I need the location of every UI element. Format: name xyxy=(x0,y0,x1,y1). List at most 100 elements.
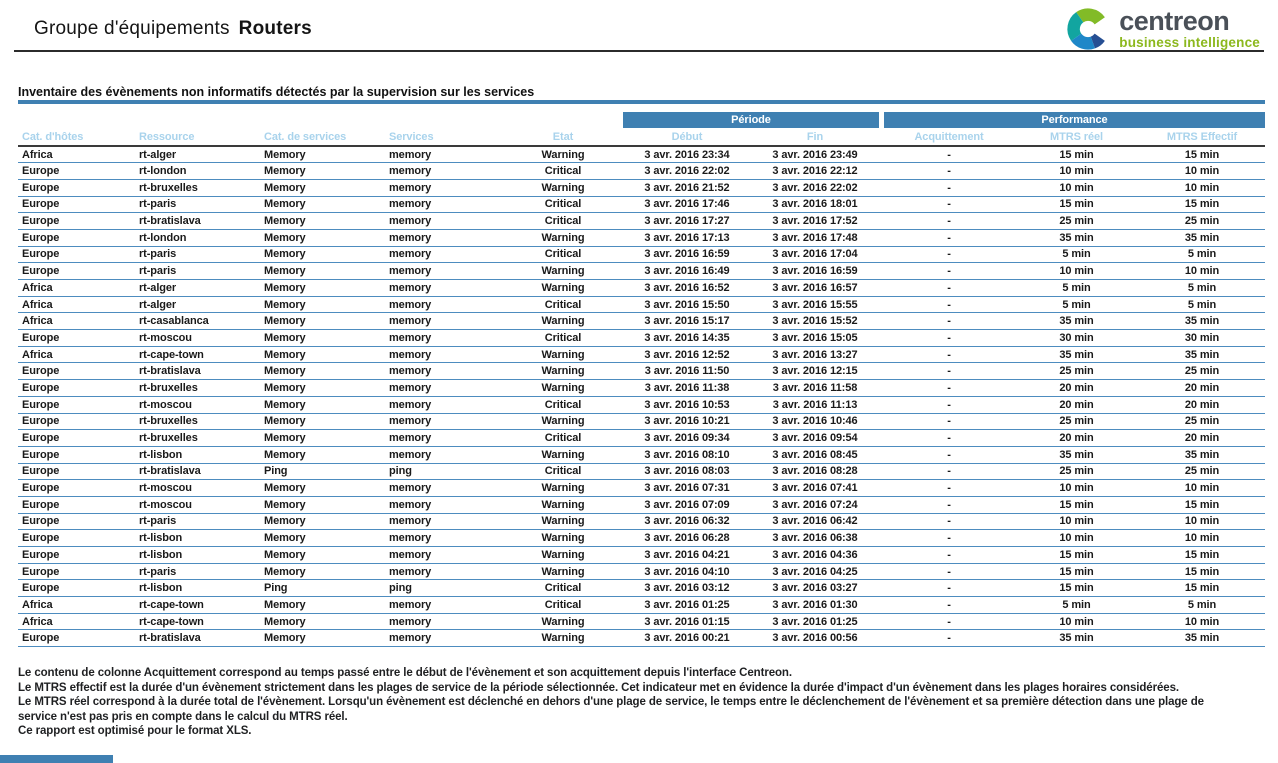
cell-acquittement: - xyxy=(884,547,1014,564)
cell-acquittement: - xyxy=(884,613,1014,630)
cell-cat-hotes: Africa xyxy=(18,613,135,630)
cell-mtrs-reel: 20 min xyxy=(1014,380,1139,397)
cell-services: memory xyxy=(385,246,503,263)
table-row: Europe rt-bratislava Memory memory Warni… xyxy=(18,363,1265,380)
cell-ressource: rt-cape-town xyxy=(135,613,260,630)
cell-debut: 3 avr. 2016 01:15 xyxy=(623,613,751,630)
report-header: Groupe d'équipementsRouters centreon bus… xyxy=(14,0,1264,52)
cell-fin: 3 avr. 2016 17:48 xyxy=(751,229,879,246)
cell-mtrs-reel: 5 min xyxy=(1014,597,1139,614)
cell-fin: 3 avr. 2016 22:12 xyxy=(751,163,879,180)
cell-ressource: rt-bratislava xyxy=(135,630,260,647)
cell-ressource: rt-lisbon xyxy=(135,547,260,564)
cell-ressource: rt-moscou xyxy=(135,480,260,497)
cell-mtrs-reel: 10 min xyxy=(1014,530,1139,547)
cell-mtrs-effectif: 10 min xyxy=(1139,613,1265,630)
col-header-ressource: Ressource xyxy=(135,128,260,146)
cell-cat-services: Memory xyxy=(260,496,385,513)
table-row: Europe rt-paris Memory memory Warning 3 … xyxy=(18,513,1265,530)
cell-debut: 3 avr. 2016 11:38 xyxy=(623,380,751,397)
cell-cat-hotes: Europe xyxy=(18,213,135,230)
cell-acquittement: - xyxy=(884,530,1014,547)
cell-debut: 3 avr. 2016 15:50 xyxy=(623,296,751,313)
cell-ressource: rt-london xyxy=(135,229,260,246)
cell-etat-status: Critical xyxy=(503,196,623,213)
cell-cat-hotes: Africa xyxy=(18,146,135,163)
table-row: Europe rt-lisbon Memory memory Warning 3… xyxy=(18,547,1265,564)
cell-mtrs-reel: 10 min xyxy=(1014,513,1139,530)
cell-services: memory xyxy=(385,446,503,463)
cell-mtrs-reel: 20 min xyxy=(1014,430,1139,447)
cell-mtrs-effectif: 30 min xyxy=(1139,330,1265,347)
cell-ressource: rt-lisbon xyxy=(135,580,260,597)
table-row: Europe rt-lisbon Memory memory Warning 3… xyxy=(18,446,1265,463)
cell-cat-hotes: Europe xyxy=(18,446,135,463)
cell-mtrs-effectif: 20 min xyxy=(1139,396,1265,413)
cell-services: memory xyxy=(385,563,503,580)
cell-services: ping xyxy=(385,463,503,480)
cell-services: memory xyxy=(385,163,503,180)
table-row: Africa rt-cape-town Memory memory Critic… xyxy=(18,597,1265,614)
cell-cat-hotes: Europe xyxy=(18,179,135,196)
cell-services: memory xyxy=(385,296,503,313)
cell-mtrs-effectif: 15 min xyxy=(1139,547,1265,564)
cell-acquittement: - xyxy=(884,463,1014,480)
cell-debut: 3 avr. 2016 14:35 xyxy=(623,330,751,347)
cell-debut: 3 avr. 2016 11:50 xyxy=(623,363,751,380)
cell-etat-status: Critical xyxy=(503,296,623,313)
cell-debut: 3 avr. 2016 15:17 xyxy=(623,313,751,330)
cell-etat-status: Warning xyxy=(503,563,623,580)
cell-etat-status: Critical xyxy=(503,213,623,230)
cell-debut: 3 avr. 2016 08:03 xyxy=(623,463,751,480)
table-row: Africa rt-alger Memory memory Warning 3 … xyxy=(18,280,1265,297)
cell-cat-hotes: Europe xyxy=(18,630,135,647)
cell-cat-hotes: Europe xyxy=(18,413,135,430)
cell-mtrs-effectif: 10 min xyxy=(1139,480,1265,497)
cell-mtrs-effectif: 10 min xyxy=(1139,163,1265,180)
cell-cat-hotes: Europe xyxy=(18,263,135,280)
cell-cat-hotes: Europe xyxy=(18,513,135,530)
cell-ressource: rt-paris xyxy=(135,513,260,530)
cell-mtrs-effectif: 10 min xyxy=(1139,530,1265,547)
cell-fin: 3 avr. 2016 11:13 xyxy=(751,396,879,413)
cell-cat-services: Memory xyxy=(260,630,385,647)
cell-fin: 3 avr. 2016 13:27 xyxy=(751,346,879,363)
cell-fin: 3 avr. 2016 06:42 xyxy=(751,513,879,530)
cell-debut: 3 avr. 2016 10:21 xyxy=(623,413,751,430)
cell-fin: 3 avr. 2016 01:25 xyxy=(751,613,879,630)
cell-acquittement: - xyxy=(884,346,1014,363)
cell-cat-services: Memory xyxy=(260,363,385,380)
cell-fin: 3 avr. 2016 06:38 xyxy=(751,530,879,547)
cell-cat-hotes: Europe xyxy=(18,480,135,497)
group-header-periode: Période xyxy=(623,112,879,128)
cell-mtrs-reel: 10 min xyxy=(1014,263,1139,280)
cell-cat-services: Memory xyxy=(260,613,385,630)
group-header-empty xyxy=(18,112,623,128)
cell-services: memory xyxy=(385,363,503,380)
cell-services: ping xyxy=(385,580,503,597)
cell-mtrs-effectif: 10 min xyxy=(1139,513,1265,530)
cell-debut: 3 avr. 2016 21:52 xyxy=(623,179,751,196)
cell-ressource: rt-moscou xyxy=(135,396,260,413)
cell-services: memory xyxy=(385,530,503,547)
cell-debut: 3 avr. 2016 07:31 xyxy=(623,480,751,497)
cell-debut: 3 avr. 2016 23:34 xyxy=(623,146,751,163)
cell-cat-services: Memory xyxy=(260,396,385,413)
cell-etat-status: Warning xyxy=(503,229,623,246)
table-row: Europe rt-bruxelles Memory memory Warnin… xyxy=(18,413,1265,430)
cell-fin: 3 avr. 2016 08:45 xyxy=(751,446,879,463)
cell-fin: 3 avr. 2016 15:05 xyxy=(751,330,879,347)
cell-mtrs-reel: 15 min xyxy=(1014,547,1139,564)
cell-cat-services: Ping xyxy=(260,463,385,480)
cell-mtrs-effectif: 15 min xyxy=(1139,563,1265,580)
col-header-cat-hotes: Cat. d'hôtes xyxy=(18,128,135,146)
table-row: Europe rt-moscou Memory memory Warning 3… xyxy=(18,480,1265,497)
cell-cat-hotes: Europe xyxy=(18,547,135,564)
cell-acquittement: - xyxy=(884,496,1014,513)
cell-cat-services: Memory xyxy=(260,446,385,463)
cell-fin: 3 avr. 2016 07:41 xyxy=(751,480,879,497)
cell-etat-status: Critical xyxy=(503,163,623,180)
cell-mtrs-effectif: 15 min xyxy=(1139,580,1265,597)
table-group-header-row: Période Performance xyxy=(18,112,1265,128)
table-row: Africa rt-alger Memory memory Warning 3 … xyxy=(18,146,1265,163)
